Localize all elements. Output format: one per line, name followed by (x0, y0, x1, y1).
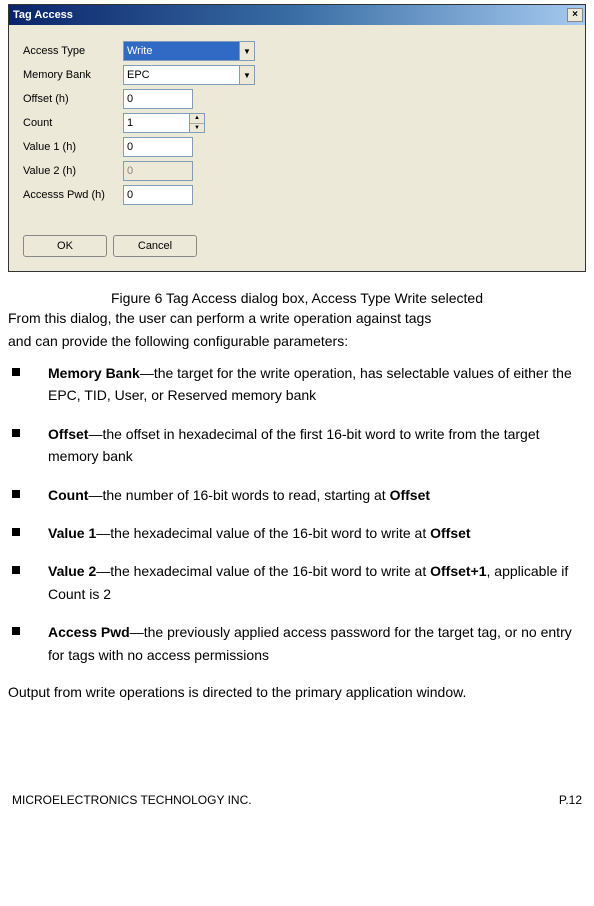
value2-input: 0 (123, 161, 193, 181)
chevron-down-icon[interactable]: ▼ (239, 41, 255, 61)
chevron-down-icon[interactable]: ▼ (239, 65, 255, 85)
value1-input[interactable]: 0 (123, 137, 193, 157)
title-bar: Tag Access × (9, 5, 585, 25)
offset-input[interactable]: 0 (123, 89, 193, 109)
close-icon: × (572, 10, 578, 20)
list-item: Count—the number of 16-bit words to read… (8, 484, 586, 506)
footer-page-number: P.12 (559, 793, 582, 807)
access-pwd-label: Accesss Pwd (h) (23, 189, 123, 201)
list-item: Offset—the offset in hexadecimal of the … (8, 423, 586, 468)
memory-bank-label: Memory Bank (23, 69, 123, 81)
value2-label: Value 2 (h) (23, 165, 123, 177)
square-bullet-icon (12, 429, 20, 437)
cancel-button[interactable]: Cancel (113, 235, 197, 257)
figure-caption: Figure 6 Tag Access dialog box, Access T… (8, 290, 586, 306)
dialog-body: Access Type Write ▼ Memory Bank EPC ▼ Of… (9, 25, 585, 271)
list-item: Access Pwd—the previously applied access… (8, 621, 586, 666)
intro-line-2: and can provide the following configurab… (8, 331, 586, 352)
square-bullet-icon (12, 368, 20, 376)
page-footer: MICROELECTRONICS TECHNOLOGY INC. P.12 (8, 793, 586, 807)
count-label: Count (23, 117, 123, 129)
window-title: Tag Access (13, 9, 73, 21)
tag-access-dialog: Tag Access × Access Type Write ▼ Memory … (8, 4, 586, 272)
square-bullet-icon (12, 627, 20, 635)
access-pwd-input[interactable]: 0 (123, 185, 193, 205)
list-item: Value 2—the hexadecimal value of the 16-… (8, 560, 586, 605)
list-item: Value 1—the hexadecimal value of the 16-… (8, 522, 586, 544)
list-item: Memory Bank—the target for the write ope… (8, 362, 586, 407)
spinner-up-icon[interactable]: ▲ (190, 114, 204, 124)
memory-bank-dropdown[interactable]: EPC ▼ (123, 65, 255, 85)
outro-text: Output from write operations is directed… (8, 682, 586, 703)
offset-label: Offset (h) (23, 93, 123, 105)
memory-bank-value: EPC (123, 65, 239, 85)
count-value: 1 (123, 113, 189, 133)
square-bullet-icon (12, 528, 20, 536)
spinner-down-icon[interactable]: ▼ (190, 124, 204, 133)
square-bullet-icon (12, 566, 20, 574)
close-button[interactable]: × (567, 8, 583, 22)
footer-company: MICROELECTRONICS TECHNOLOGY INC. (12, 793, 252, 807)
square-bullet-icon (12, 490, 20, 498)
ok-button[interactable]: OK (23, 235, 107, 257)
intro-line-1: From this dialog, the user can perform a… (8, 308, 586, 329)
parameter-list: Memory Bank—the target for the write ope… (8, 362, 586, 666)
access-type-label: Access Type (23, 45, 123, 57)
value1-label: Value 1 (h) (23, 141, 123, 153)
access-type-dropdown[interactable]: Write ▼ (123, 41, 255, 61)
access-type-value: Write (123, 41, 239, 61)
count-spinner[interactable]: 1 ▲ ▼ (123, 113, 205, 133)
